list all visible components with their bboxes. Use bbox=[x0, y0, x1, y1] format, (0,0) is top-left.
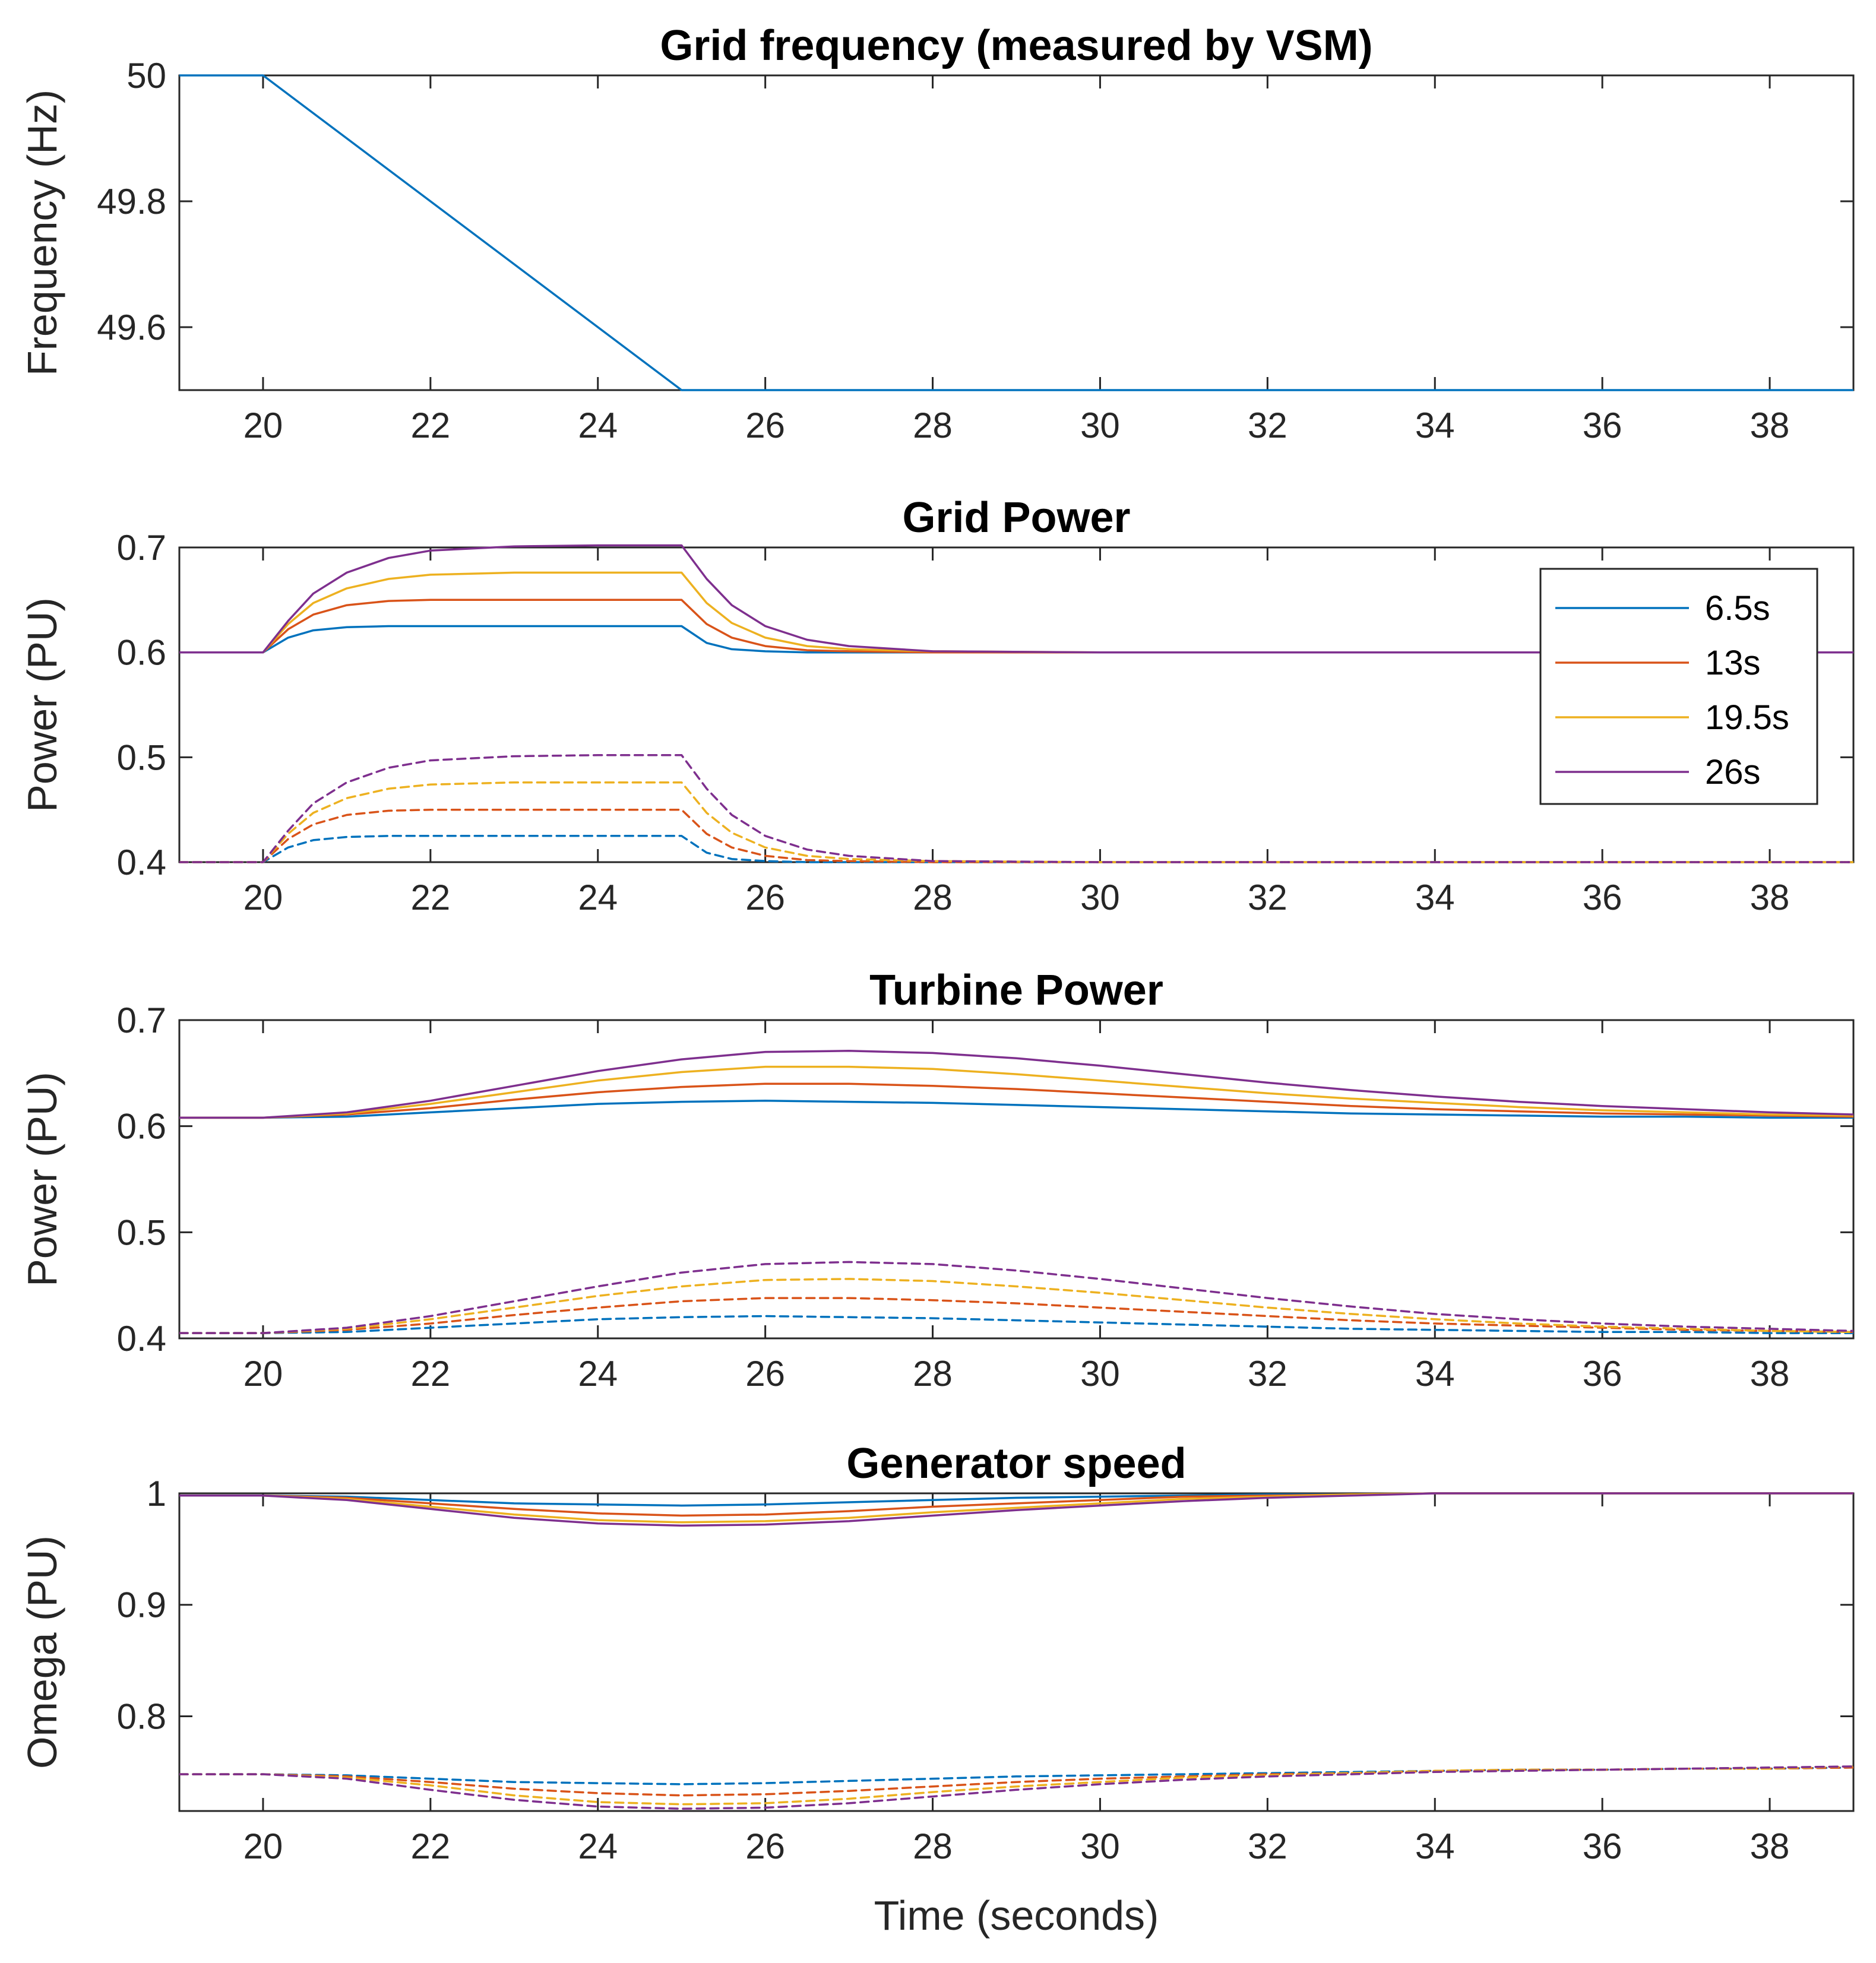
legend: 6.5s 13s 19.5s 26s bbox=[1539, 568, 1818, 805]
x-tick-label: 22 bbox=[410, 1826, 450, 1866]
plot-area bbox=[178, 1492, 1855, 1812]
series-line-6-5s-dashed bbox=[179, 835, 1853, 863]
chart-title: Generator speed bbox=[846, 1440, 1186, 1487]
y-axis-label: Power (PU) bbox=[19, 1072, 65, 1287]
x-tick-label: 38 bbox=[1750, 1354, 1790, 1394]
series-line-19-5s bbox=[179, 571, 1853, 654]
series-group bbox=[179, 1050, 1853, 1334]
series-group bbox=[179, 1492, 1853, 1810]
turbine-power-panel: 20 22 24 26 28 30 32 34 36 38 0.4 0.5 0.6 0.7 Turbine … bbox=[19, 967, 1855, 1394]
series-line-13s bbox=[179, 599, 1853, 654]
x-tick-label: 20 bbox=[243, 1354, 283, 1394]
y-tick-label: 1 bbox=[147, 1474, 166, 1514]
x-tick-label: 34 bbox=[1415, 406, 1455, 445]
y-tick-label: 0.4 bbox=[117, 843, 166, 882]
chart-title: Grid Power bbox=[902, 494, 1130, 542]
grid-power-panel: 20 22 24 26 28 30 32 34 36 38 0.4 0.5 0.6 0.7 Grid Pow… bbox=[19, 494, 1855, 917]
y-tick-label: 0.7 bbox=[117, 528, 166, 568]
y-tick-label: 49.6 bbox=[97, 308, 166, 347]
x-tick-label: 24 bbox=[578, 1826, 618, 1866]
x-tick-label: 36 bbox=[1583, 878, 1622, 917]
x-tick-label: 30 bbox=[1080, 1826, 1120, 1866]
legend-entry: 26s bbox=[1705, 753, 1761, 791]
x-axis-label: Time (seconds) bbox=[874, 1892, 1159, 1939]
x-tick-label: 32 bbox=[1248, 878, 1287, 917]
series-line-26s-dashed bbox=[179, 754, 1853, 863]
series-group bbox=[179, 74, 1853, 391]
series-line-26s bbox=[179, 544, 1853, 654]
x-tick-label: 38 bbox=[1750, 406, 1790, 445]
series-line-19-5s-dashed bbox=[179, 781, 1853, 863]
y-axis-label: Frequency (Hz) bbox=[19, 90, 65, 376]
y-tick-label: 0.5 bbox=[117, 737, 166, 777]
x-tick-label: 32 bbox=[1248, 1826, 1287, 1866]
x-tick-label: 30 bbox=[1080, 1354, 1120, 1394]
x-tick-label: 36 bbox=[1583, 1826, 1622, 1866]
series-line-26s bbox=[179, 1050, 1853, 1119]
x-tick-label: 28 bbox=[913, 1354, 953, 1394]
series-line-19-5s bbox=[179, 1065, 1853, 1119]
x-tick-label: 36 bbox=[1583, 1354, 1622, 1394]
x-tick-label: 20 bbox=[243, 1826, 283, 1866]
series-line-26s bbox=[179, 1492, 1853, 1527]
x-tick-label: 24 bbox=[578, 878, 618, 917]
series-line-26s-dashed bbox=[179, 1765, 1853, 1810]
x-tick-label: 28 bbox=[913, 406, 953, 445]
x-tick-label: 24 bbox=[578, 1354, 618, 1394]
plot-area bbox=[178, 1019, 1855, 1340]
y-axis-label: Power (PU) bbox=[19, 597, 65, 812]
x-tick-label: 24 bbox=[578, 406, 618, 445]
x-tick-label: 22 bbox=[410, 406, 450, 445]
series-line-frequency bbox=[179, 74, 1853, 391]
legend-box bbox=[1539, 568, 1818, 805]
legend-entry: 13s bbox=[1705, 644, 1761, 682]
y-tick-label: 0.4 bbox=[117, 1319, 166, 1359]
x-tick-label: 26 bbox=[745, 1354, 785, 1394]
chart-title: Turbine Power bbox=[869, 967, 1163, 1014]
y-tick-label: 0.9 bbox=[117, 1585, 166, 1625]
y-tick-label: 0.8 bbox=[117, 1696, 166, 1736]
x-tick-label: 28 bbox=[913, 1826, 953, 1866]
y-tick-label: 49.8 bbox=[97, 182, 166, 221]
chart-title: Grid frequency (measured by VSM) bbox=[660, 22, 1372, 69]
x-tick-label: 34 bbox=[1415, 878, 1455, 917]
x-tick-label: 30 bbox=[1080, 406, 1120, 445]
x-tick-label: 38 bbox=[1750, 878, 1790, 917]
y-tick-label: 0.5 bbox=[117, 1212, 166, 1252]
series-line-13s-dashed bbox=[179, 808, 1853, 863]
x-tick-label: 26 bbox=[745, 878, 785, 917]
x-tick-label: 20 bbox=[243, 406, 283, 445]
x-tick-label: 28 bbox=[913, 878, 953, 917]
plot-area bbox=[178, 74, 1855, 391]
y-tick-label: 0.6 bbox=[117, 633, 166, 673]
x-tick-label: 30 bbox=[1080, 878, 1120, 917]
x-tick-label: 26 bbox=[745, 406, 785, 445]
x-tick-label: 32 bbox=[1248, 1354, 1287, 1394]
series-line-19-5s-dashed bbox=[179, 1278, 1853, 1334]
generator-speed-panel: 20 22 24 26 28 30 32 34 36 38 0.8 0.9 1 Generator spe… bbox=[19, 1440, 1855, 1939]
legend-entry: 19.5s bbox=[1705, 698, 1789, 737]
series-group bbox=[179, 544, 1853, 863]
x-tick-label: 22 bbox=[410, 1354, 450, 1394]
grid-frequency-panel: 20 22 24 26 28 30 32 34 36 38 49.6 49.8 50 Grid frequ… bbox=[19, 22, 1855, 445]
x-tick-label: 38 bbox=[1750, 1826, 1790, 1866]
y-tick-label: 50 bbox=[126, 56, 166, 96]
x-tick-label: 26 bbox=[745, 1826, 785, 1866]
x-tick-label: 34 bbox=[1415, 1354, 1455, 1394]
series-line-26s-dashed bbox=[179, 1261, 1853, 1334]
y-tick-label: 0.7 bbox=[117, 1001, 166, 1040]
y-axis-label: Omega (PU) bbox=[19, 1535, 65, 1769]
y-tick-label: 0.6 bbox=[117, 1107, 166, 1147]
series-line-13s bbox=[179, 1082, 1853, 1119]
series-line-13s-dashed bbox=[179, 1297, 1853, 1334]
x-tick-label: 32 bbox=[1248, 406, 1287, 445]
x-tick-label: 36 bbox=[1583, 406, 1622, 445]
series-line-6-5s-dashed bbox=[179, 1315, 1853, 1334]
series-line-6-5s bbox=[179, 1100, 1853, 1119]
legend-entry: 6.5s bbox=[1705, 589, 1770, 628]
x-tick-label: 20 bbox=[243, 878, 283, 917]
x-tick-label: 34 bbox=[1415, 1826, 1455, 1866]
x-tick-label: 22 bbox=[410, 878, 450, 917]
